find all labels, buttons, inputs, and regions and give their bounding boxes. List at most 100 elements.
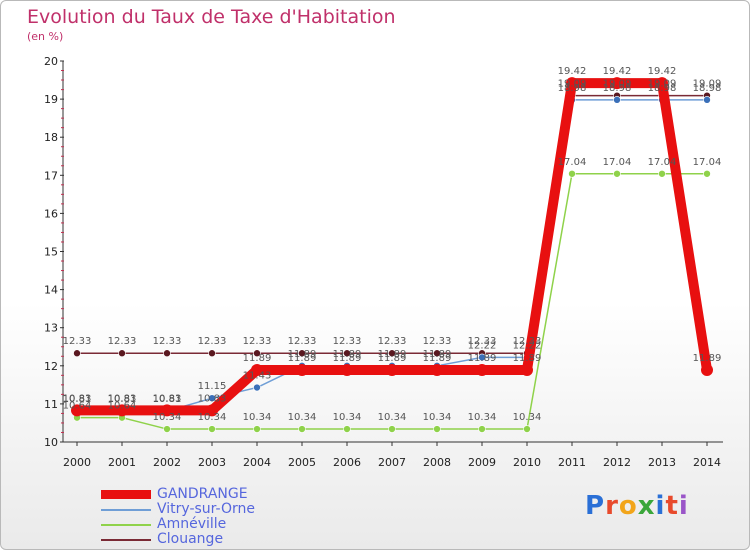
y-tick-label: 18 xyxy=(44,131,58,144)
series-0-data-label: 11.89 xyxy=(288,353,317,364)
series-1-data-label: 18.98 xyxy=(693,83,722,94)
series-1-data-label: 11.15 xyxy=(198,381,227,392)
series-2-data-label: 10.34 xyxy=(423,412,452,423)
series-2-data-label: 10.34 xyxy=(333,412,362,423)
series-0-data-label: 19.42 xyxy=(648,66,677,77)
series-2-point xyxy=(658,169,666,178)
series-1-data-label: 10.81 xyxy=(153,394,182,405)
series-0-data-label: 11.89 xyxy=(378,353,407,364)
y-tick-label: 16 xyxy=(44,207,58,220)
logo-letter: r xyxy=(605,491,619,521)
series-0-data-label: 11.89 xyxy=(513,353,542,364)
series-2-data-label: 17.04 xyxy=(693,157,722,168)
series-3-point xyxy=(298,349,306,358)
y-tick-label: 17 xyxy=(44,169,58,182)
legend-label-clouange: Clouange xyxy=(157,531,224,547)
series-3-data-label: 12.33 xyxy=(108,336,137,347)
series-1-data-label: 18.98 xyxy=(558,83,587,94)
legend-label-vitry-sur-orne: Vitry-sur-Orne xyxy=(157,501,255,517)
series-2-point xyxy=(163,425,171,433)
series-0-data-label: 10.83 xyxy=(198,393,227,404)
series-0-point xyxy=(701,363,713,376)
series-0-data-label: 11.89 xyxy=(468,353,497,364)
series-0-data-label: 19.42 xyxy=(558,66,587,77)
series-3-data-label: 12.33 xyxy=(63,336,92,347)
legend-item-clouange: Clouange xyxy=(101,532,255,547)
x-tick-label: 2014 xyxy=(693,456,721,469)
series-0-point xyxy=(566,77,578,90)
series-1-data-label: 10.81 xyxy=(108,394,137,405)
y-tick-label: 20 xyxy=(44,55,58,68)
series-2-data-label: 10.34 xyxy=(378,412,407,423)
series-3-data-label: 12.33 xyxy=(468,336,497,347)
series-2-point xyxy=(298,425,306,433)
series-1-data-label: 11.89 xyxy=(423,349,452,360)
series-3-data-label: 12.33 xyxy=(153,336,182,347)
logo-letter: x xyxy=(637,491,656,521)
series-1-point xyxy=(208,394,216,402)
series-1-data-label: 11.89 xyxy=(288,349,317,360)
series-2-data-label: 10.34 xyxy=(198,412,227,423)
series-2-data-label: 10.64 xyxy=(108,401,137,412)
y-tick-label: 13 xyxy=(44,322,58,335)
series-1-data-label: 12.22 xyxy=(513,340,542,351)
series-2-point xyxy=(433,425,441,433)
x-tick-label: 2007 xyxy=(378,456,406,469)
x-tick-label: 2003 xyxy=(198,456,226,469)
series-0-point xyxy=(296,363,308,376)
series-3-data-label: 12.33 xyxy=(513,336,542,347)
series-3-point xyxy=(433,349,441,358)
series-2-data-label: 10.64 xyxy=(63,401,92,412)
logo-letter: t xyxy=(665,491,679,521)
series-1-data-label: 18.98 xyxy=(603,83,632,94)
legend-item-vitry-sur-orne: Vitry-sur-Orne xyxy=(101,502,255,517)
series-2-point xyxy=(523,425,531,433)
series-3-data-label: 12.33 xyxy=(378,336,407,347)
series-2-data-label: 10.34 xyxy=(243,412,272,423)
series-1-point xyxy=(613,96,621,104)
unit-label: (en %) xyxy=(27,30,64,43)
series-2-point xyxy=(613,169,621,178)
series-1-point xyxy=(703,96,711,104)
series-0-data-label: 11.89 xyxy=(423,353,452,364)
series-2-data-label: 17.04 xyxy=(558,157,587,168)
series-line-3 xyxy=(77,94,707,354)
series-0-point xyxy=(116,404,128,417)
series-3-data-label: 19.09 xyxy=(558,79,587,90)
y-tick-label: 19 xyxy=(44,93,58,106)
chart-title: Evolution du Taux de Taxe d'Habitation xyxy=(27,6,396,28)
series-0-point xyxy=(251,363,263,376)
x-tick-label: 2002 xyxy=(153,456,181,469)
x-tick-label: 2010 xyxy=(513,456,541,469)
series-3-data-label: 12.33 xyxy=(333,336,362,347)
series-2-point xyxy=(568,169,576,178)
legend-label-gandrange: GANDRANGE xyxy=(157,486,248,502)
series-2-point xyxy=(703,169,711,178)
series-0-point xyxy=(161,404,173,417)
series-3-point xyxy=(208,349,216,358)
logo-letter: P xyxy=(585,491,606,521)
legend-label-amneville: Amnéville xyxy=(157,516,227,532)
series-2-point xyxy=(208,425,216,433)
legend-swatch-amneville xyxy=(101,523,151,526)
proxiti-logo: Proxiti xyxy=(585,491,689,521)
series-0-data-label: 11.89 xyxy=(333,353,362,364)
y-tick-label: 12 xyxy=(44,360,58,373)
series-3-point xyxy=(388,349,396,358)
legend-swatch-gandrange xyxy=(101,490,151,499)
y-tick-label: 10 xyxy=(44,436,58,449)
legend-swatch-vitry-sur-orne xyxy=(101,508,151,511)
series-3-data-label: 12.33 xyxy=(288,336,317,347)
series-0-point xyxy=(476,363,488,376)
series-2-data-label: 10.34 xyxy=(468,412,497,423)
series-1-data-label: 10.81 xyxy=(63,394,92,405)
series-3-data-label: 12.33 xyxy=(243,336,272,347)
x-tick-label: 2008 xyxy=(423,456,451,469)
series-1-data-label: 12.22 xyxy=(468,340,497,351)
x-tick-label: 2012 xyxy=(603,456,631,469)
x-tick-label: 2001 xyxy=(108,456,136,469)
series-2-point xyxy=(343,425,351,433)
series-3-data-label: 19.09 xyxy=(693,79,722,90)
series-0-data-label: 19.42 xyxy=(603,66,632,77)
